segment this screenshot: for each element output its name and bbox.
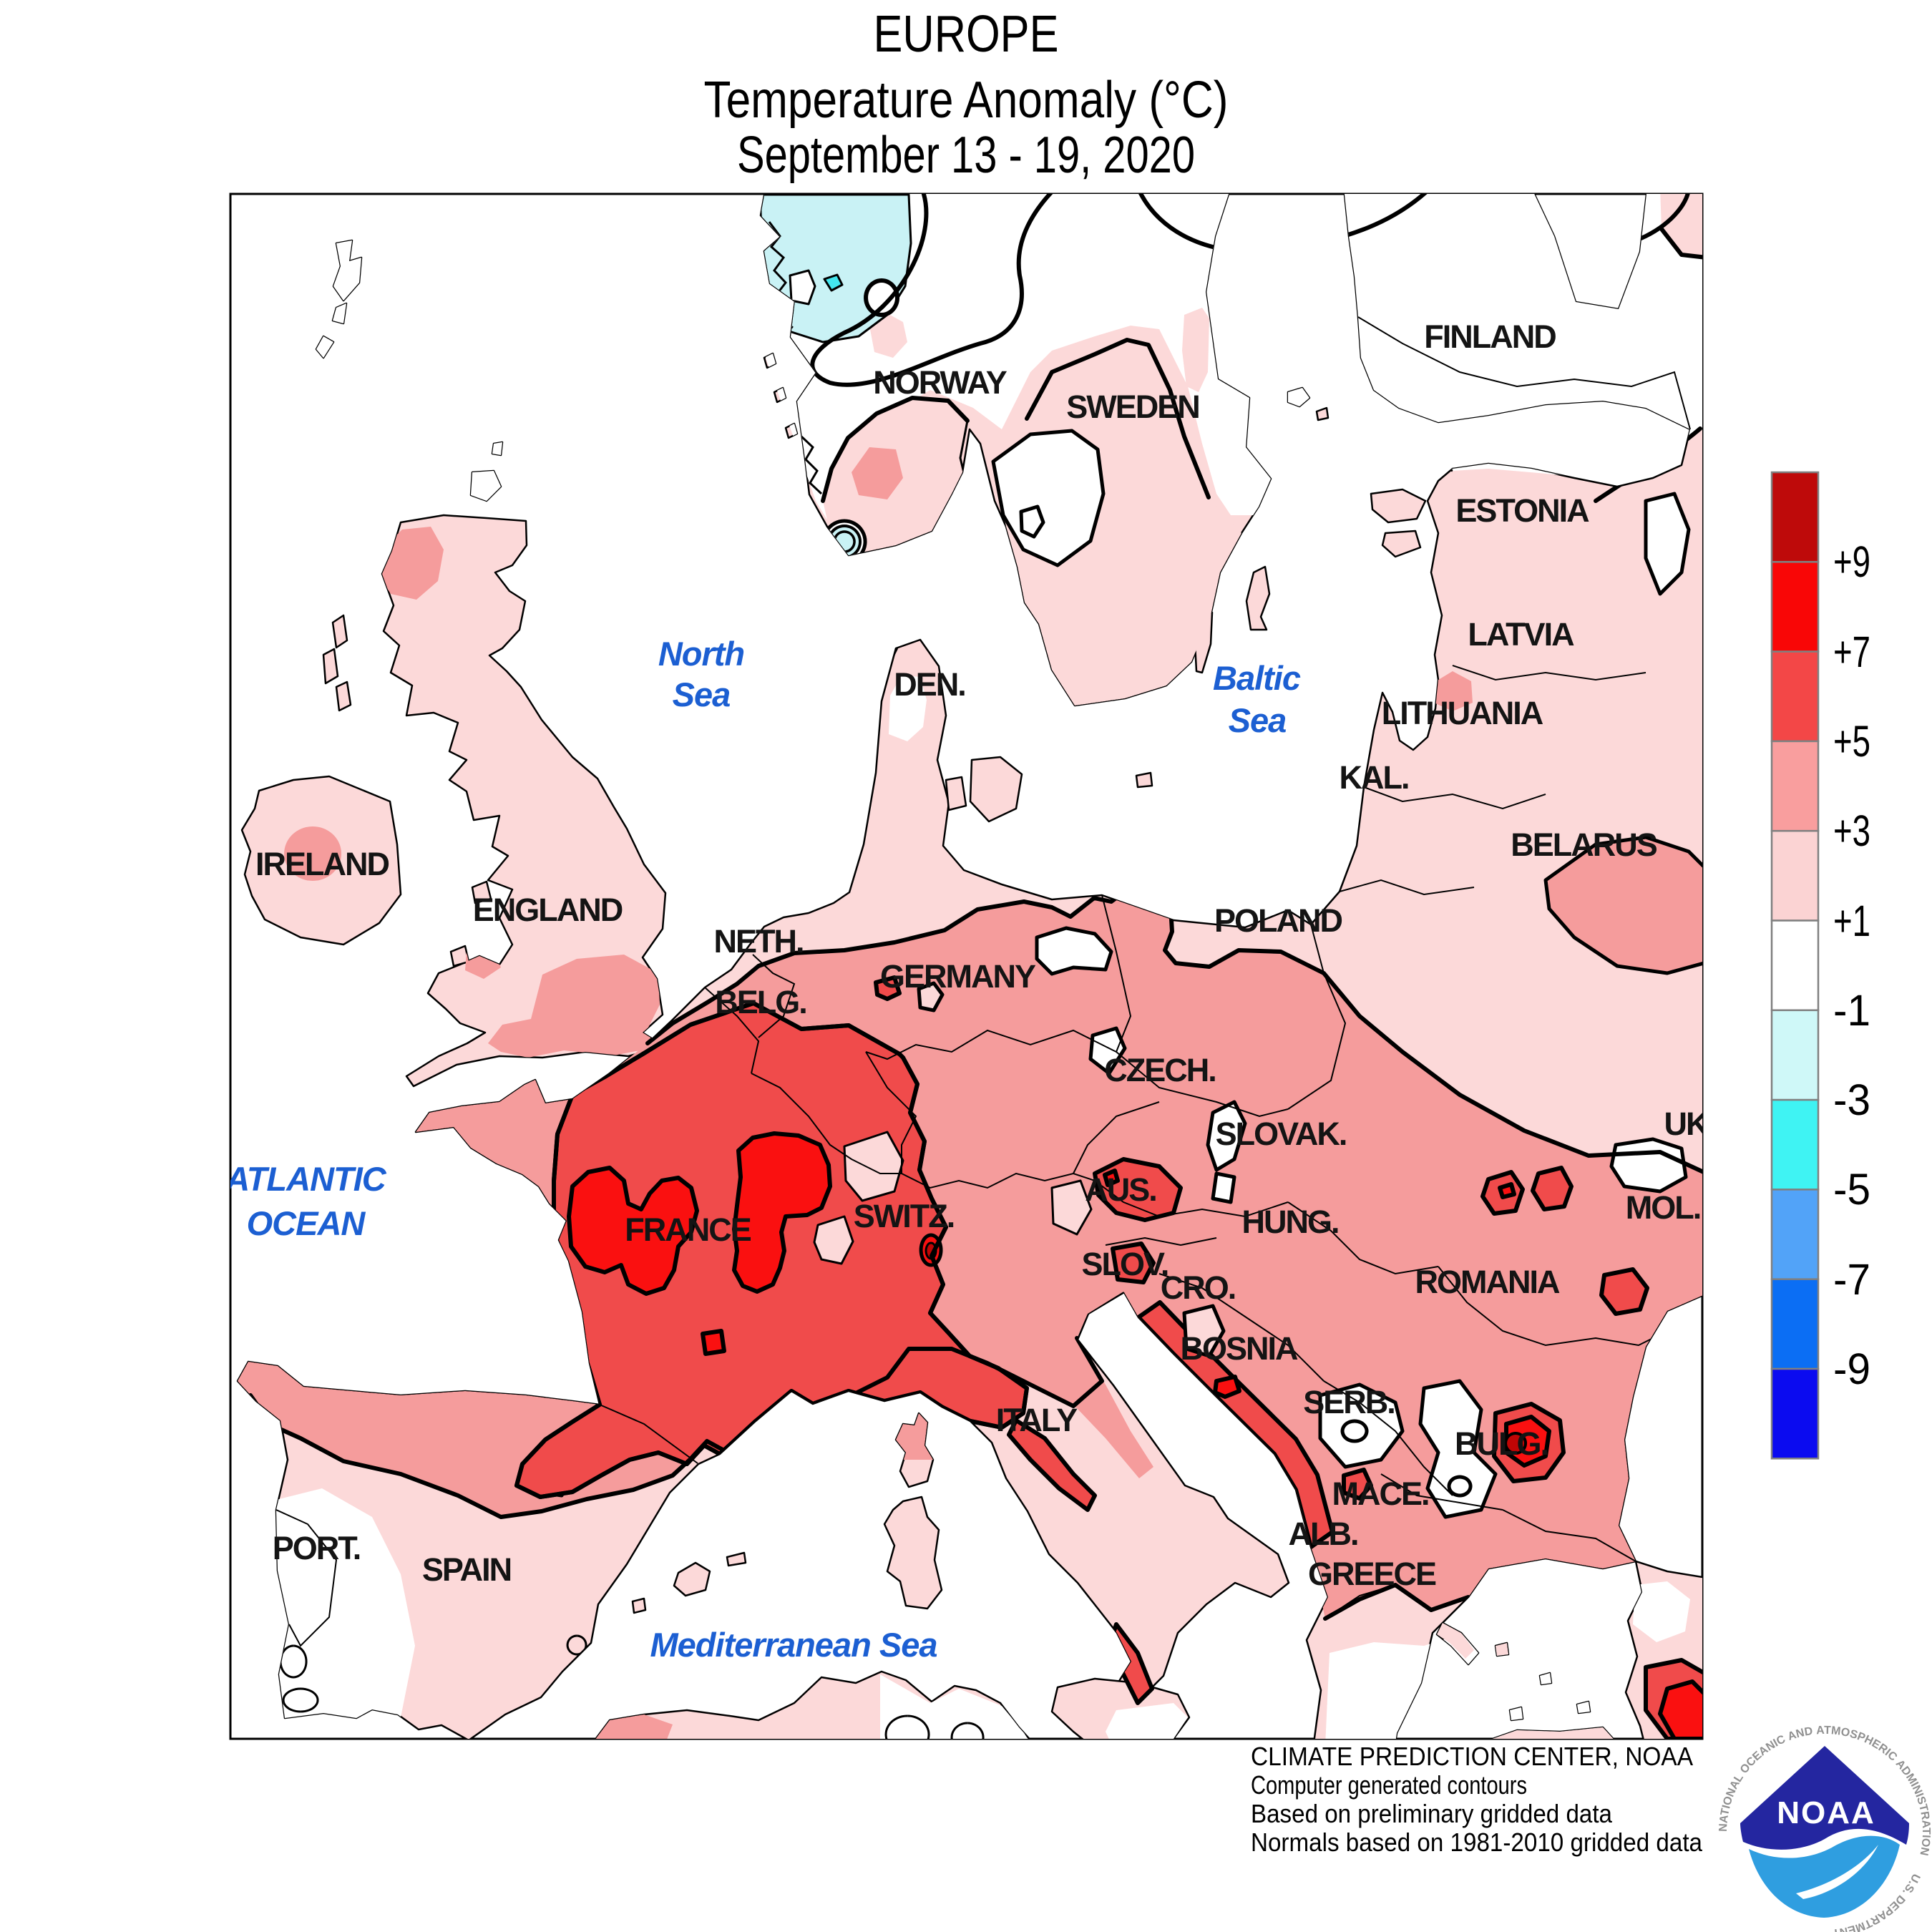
svg-text:BELARUS: BELARUS bbox=[1511, 826, 1657, 863]
svg-text:LATVIA: LATVIA bbox=[1468, 616, 1574, 653]
svg-text:AUS.: AUS. bbox=[1085, 1171, 1156, 1208]
svg-text:Mediterranean Sea: Mediterranean Sea bbox=[650, 1626, 937, 1664]
svg-text:+3: +3 bbox=[1833, 806, 1870, 855]
svg-text:Sea: Sea bbox=[673, 675, 731, 713]
svg-text:CZECH.: CZECH. bbox=[1104, 1052, 1216, 1088]
svg-text:ROMANIA: ROMANIA bbox=[1415, 1264, 1560, 1300]
svg-text:SWEDEN: SWEDEN bbox=[1066, 389, 1199, 425]
svg-text:Computer generated contours: Computer generated contours bbox=[1251, 1770, 1527, 1800]
svg-text:FRANCE: FRANCE bbox=[625, 1211, 751, 1248]
svg-text:Baltic: Baltic bbox=[1213, 659, 1301, 697]
svg-text:Sea: Sea bbox=[1229, 701, 1287, 739]
svg-text:ESTONIA: ESTONIA bbox=[1455, 492, 1589, 529]
svg-text:SLOVAK.: SLOVAK. bbox=[1216, 1116, 1347, 1152]
svg-text:ITALY: ITALY bbox=[996, 1402, 1078, 1438]
svg-text:ATLANTIC: ATLANTIC bbox=[225, 1160, 387, 1198]
svg-text:EUROPE: EUROPE bbox=[874, 6, 1059, 63]
svg-text:BULG.: BULG. bbox=[1455, 1425, 1548, 1462]
svg-text:Based on preliminary gridded d: Based on preliminary gridded data bbox=[1251, 1799, 1613, 1828]
svg-text:FINLAND: FINLAND bbox=[1424, 318, 1556, 355]
svg-text:UK: UK bbox=[1664, 1106, 1709, 1142]
svg-text:September 13 - 19, 2020: September 13 - 19, 2020 bbox=[737, 127, 1195, 184]
svg-text:+7: +7 bbox=[1833, 628, 1870, 676]
svg-text:-9: -9 bbox=[1833, 1345, 1870, 1393]
svg-text:SERB.: SERB. bbox=[1303, 1384, 1395, 1420]
svg-text:POLAND: POLAND bbox=[1214, 902, 1342, 939]
svg-text:NETH.: NETH. bbox=[714, 923, 804, 960]
svg-text:NOAA: NOAA bbox=[1777, 1795, 1875, 1830]
svg-text:ENGLAND: ENGLAND bbox=[473, 892, 623, 928]
svg-text:SWITZ.: SWITZ. bbox=[854, 1198, 954, 1234]
svg-text:-5: -5 bbox=[1833, 1165, 1870, 1214]
svg-text:SLOV.: SLOV. bbox=[1082, 1246, 1169, 1282]
svg-text:NORWAY: NORWAY bbox=[873, 364, 1008, 401]
svg-text:OCEAN: OCEAN bbox=[247, 1204, 366, 1242]
svg-text:-3: -3 bbox=[1833, 1075, 1870, 1124]
svg-text:BOSNIA: BOSNIA bbox=[1180, 1330, 1298, 1367]
svg-text:Normals based on 1981-2010 gri: Normals based on 1981-2010 gridded data bbox=[1251, 1828, 1703, 1857]
svg-text:CLIMATE PREDICTION CENTER, NOA: CLIMATE PREDICTION CENTER, NOAA bbox=[1251, 1742, 1693, 1771]
svg-text:North: North bbox=[658, 635, 744, 673]
svg-text:Temperature Anomaly (°C): Temperature Anomaly (°C) bbox=[704, 72, 1229, 129]
svg-text:MOL.: MOL. bbox=[1626, 1189, 1700, 1226]
svg-text:BELG.: BELG. bbox=[715, 984, 806, 1020]
svg-text:ALB.: ALB. bbox=[1289, 1516, 1358, 1552]
svg-text:+1: +1 bbox=[1833, 897, 1870, 945]
svg-text:KAL.: KAL. bbox=[1340, 759, 1409, 796]
svg-text:PORT.: PORT. bbox=[273, 1530, 361, 1566]
svg-text:+5: +5 bbox=[1833, 717, 1870, 766]
svg-text:CRO.: CRO. bbox=[1161, 1269, 1236, 1306]
svg-text:GREECE: GREECE bbox=[1308, 1556, 1436, 1592]
svg-text:MACE.: MACE. bbox=[1332, 1475, 1429, 1512]
svg-text:LITHUANIA: LITHUANIA bbox=[1382, 695, 1543, 731]
svg-text:-1: -1 bbox=[1833, 986, 1870, 1035]
svg-text:DEN.: DEN. bbox=[894, 666, 965, 703]
svg-text:+9: +9 bbox=[1833, 537, 1870, 586]
svg-text:HUNG.: HUNG. bbox=[1242, 1204, 1339, 1240]
svg-text:SPAIN: SPAIN bbox=[422, 1551, 511, 1588]
svg-text:GERMANY: GERMANY bbox=[880, 958, 1036, 995]
svg-text:IRELAND: IRELAND bbox=[255, 846, 389, 882]
svg-text:-7: -7 bbox=[1833, 1255, 1870, 1304]
